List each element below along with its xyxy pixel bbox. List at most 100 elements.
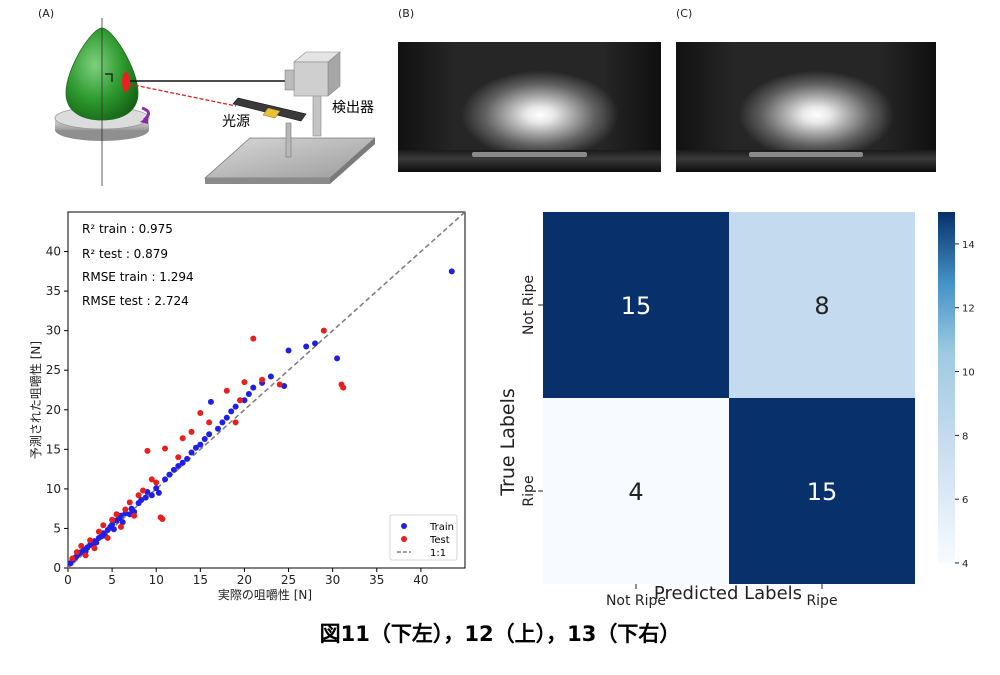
y-tick-label: 10 (46, 482, 61, 496)
test-point (340, 384, 347, 391)
train-point (303, 343, 310, 350)
legend-one-to-one-label: 1:1 (430, 548, 446, 559)
train-point (166, 471, 173, 478)
annotation-r2-test: R² test : 0.879 (82, 247, 168, 261)
panel-label-c: (C) (676, 7, 693, 20)
train-point (153, 485, 160, 492)
test-point (223, 387, 230, 394)
cm-y-axis-label: True Labels (497, 388, 519, 497)
test-point (113, 511, 120, 518)
colorbar-tick-label: 10 (962, 368, 975, 379)
cm-x-tick-label: Ripe (806, 593, 837, 609)
test-point (159, 515, 166, 522)
cm-x-axis-label: Predicted Labels (654, 583, 802, 604)
y-axis-label: 予測された咀嚼性 [N] (29, 341, 43, 459)
test-point (188, 428, 195, 435)
annotation-rmse-train: RMSE train : 1.294 (82, 270, 194, 284)
test-point (153, 479, 160, 486)
light-source (232, 97, 307, 122)
train-point (170, 466, 177, 473)
test-point (232, 419, 239, 426)
x-tick-label: 10 (149, 573, 164, 587)
test-point (117, 523, 124, 530)
detector-label: 検出器 (332, 100, 374, 116)
train-point (109, 521, 116, 528)
transmission-image-b (398, 42, 661, 172)
train-point (179, 459, 186, 466)
cm-cell (543, 398, 729, 584)
legend-test-label: Test (429, 535, 450, 546)
test-point (276, 381, 283, 388)
test-point (139, 487, 146, 494)
train-point (448, 268, 455, 275)
train-point (214, 425, 221, 432)
train-point (184, 455, 191, 462)
test-point (320, 327, 327, 334)
stats-annotations: R² train : 0.975 R² test : 0.879 RMSE tr… (82, 222, 194, 308)
test-point (126, 499, 133, 506)
test-point (104, 534, 111, 541)
light-source-label: 光源 (222, 114, 250, 130)
train-point (241, 397, 248, 404)
test-point (148, 476, 155, 483)
train-point (250, 384, 257, 391)
x-tick-label: 40 (413, 573, 428, 587)
cm-cell (729, 212, 915, 398)
train-point (228, 408, 235, 415)
series-train (67, 268, 455, 567)
test-point (144, 447, 151, 454)
test-point (95, 528, 102, 535)
cm-cell-value: 8 (814, 292, 829, 320)
train-point (119, 519, 126, 526)
train-point (206, 431, 213, 438)
cm-cell-value: 4 (628, 478, 643, 506)
train-point (175, 462, 182, 469)
measurement-spot (122, 72, 130, 92)
colorbar-tick-label: 12 (962, 304, 975, 315)
train-point (110, 526, 117, 533)
test-point (131, 512, 138, 519)
colorbar-tick-label: 14 (962, 240, 975, 251)
y-tick-label: 35 (46, 284, 61, 298)
test-point (162, 445, 169, 452)
train-point (93, 539, 100, 546)
test-point (135, 492, 142, 499)
colorbar-tick-label: 6 (962, 495, 968, 506)
train-point (197, 441, 204, 448)
train-point (192, 444, 199, 451)
test-point (78, 542, 85, 549)
apparatus-diagram (54, 18, 375, 186)
train-point (267, 373, 274, 380)
train-point (334, 355, 341, 362)
annotation-r2-train: R² train : 0.975 (82, 222, 173, 236)
train-point (223, 414, 230, 421)
test-point (69, 555, 76, 562)
cm-cell-value: 15 (807, 478, 838, 506)
test-point (241, 379, 248, 386)
train-point (138, 496, 145, 503)
y-tick-label: 5 (53, 521, 61, 535)
test-point (259, 376, 266, 383)
legend-train-label: Train (429, 522, 454, 533)
y-tick-label: 0 (53, 561, 61, 575)
test-point (91, 545, 98, 552)
figure-caption: 図11（下左），12（上），13（下右） (319, 622, 681, 646)
train-point (245, 390, 252, 397)
cm-cell-value: 15 (621, 292, 652, 320)
train-point (207, 398, 214, 405)
train-point (142, 494, 149, 501)
x-tick-label: 0 (64, 573, 72, 587)
x-tick-label: 5 (108, 573, 116, 587)
train-point (219, 419, 226, 426)
train-point (232, 403, 239, 410)
x-tick-label: 35 (369, 573, 384, 587)
test-point (122, 506, 129, 513)
x-axis-label: 実際の咀嚼性 [N] (218, 587, 312, 602)
series-test (69, 327, 347, 562)
rotation-arrowhead-icon (140, 116, 148, 124)
y-tick-label: 25 (46, 363, 61, 377)
x-tick-label: 15 (193, 573, 208, 587)
x-tick-label: 25 (281, 573, 296, 587)
cm-cell (729, 398, 915, 584)
